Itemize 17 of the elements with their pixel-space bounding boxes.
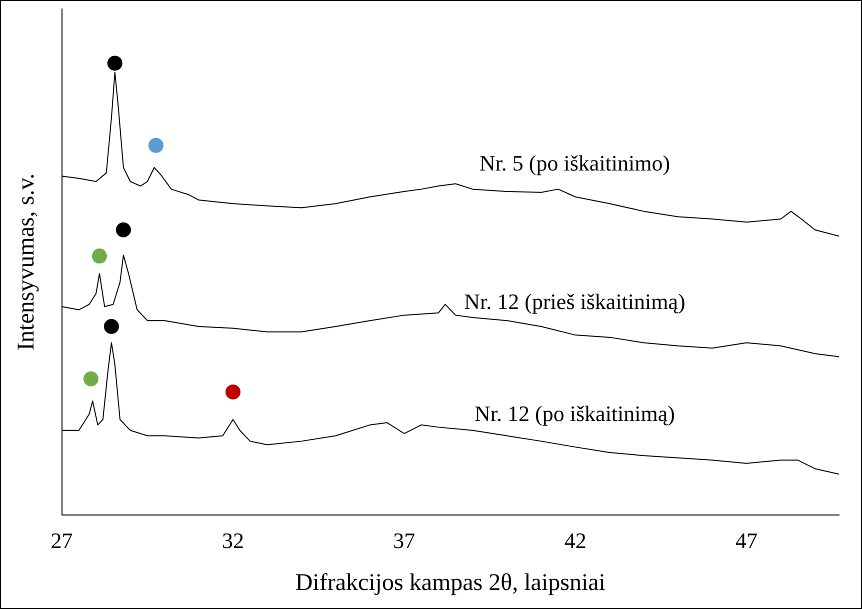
point (92, 248, 107, 264)
x-tick-label: 27 (50, 528, 73, 553)
point (104, 318, 119, 334)
x-tick-label: 37 (393, 528, 416, 553)
series-label: Nr. 12 (prieš iškaitinimą) (464, 288, 686, 314)
series-label: Nr. 12 (po iškaitinimą) (474, 400, 675, 426)
x-tick-label: 32 (222, 528, 244, 553)
point (148, 138, 164, 153)
point (83, 371, 98, 386)
y-axis-title: Intensyvumas, s.v. (14, 173, 40, 350)
point (107, 56, 122, 71)
x-axis-title: Difrakcijos kampas 2θ, laipsniai (295, 570, 606, 596)
x-tick-label: 42 (564, 528, 586, 553)
point (116, 222, 131, 238)
point (225, 384, 240, 400)
x-tick-label: 47 (736, 528, 758, 553)
series-label: Nr. 5 (po iškaitinimo) (479, 150, 670, 176)
